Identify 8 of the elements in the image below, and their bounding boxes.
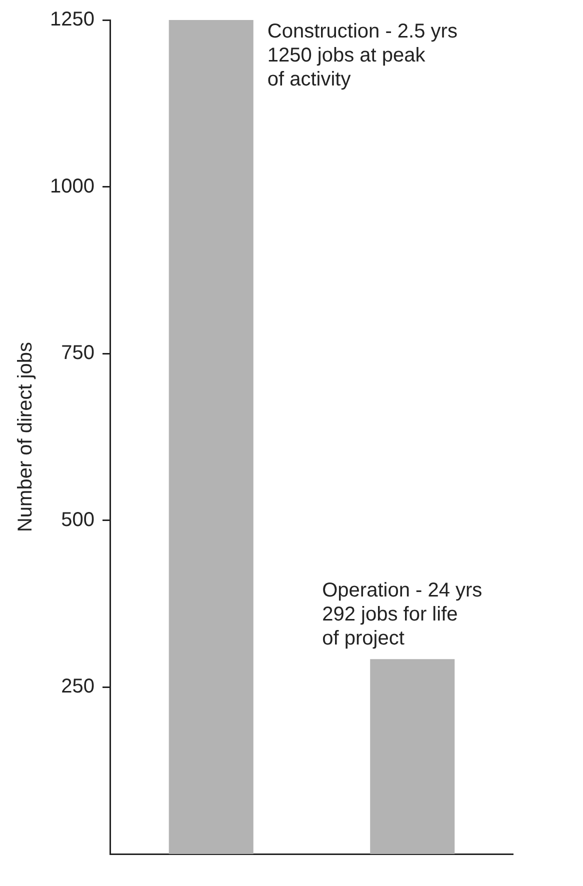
annotation: Operation - 24 yrs 292 jobs for life of project xyxy=(322,580,482,650)
y-tick-label: 1000 xyxy=(50,175,94,198)
y-axis-title: Number of direct jobs xyxy=(14,342,37,532)
y-tick-label: 750 xyxy=(61,342,94,364)
y-tick-label: 250 xyxy=(61,676,94,698)
annotation: Construction - 2.5 yrs 1250 jobs at peak of activity xyxy=(267,20,458,91)
y-tick-label: 500 xyxy=(61,508,94,531)
y-tick-label: 1250 xyxy=(50,8,94,31)
